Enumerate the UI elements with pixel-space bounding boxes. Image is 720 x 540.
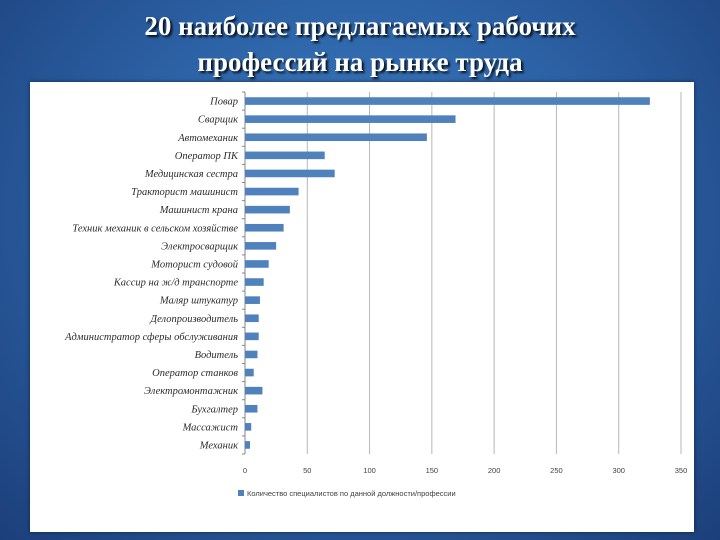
category-label: Делопроизводитель — [149, 314, 238, 325]
slide-title-line-2: профессий на рынке труда — [197, 47, 523, 77]
category-label: Моторист судовой — [150, 259, 238, 270]
slide-title-line-1: 20 наиболее предлагаемых рабочих — [144, 11, 576, 41]
chart-card: Повар Сварщик Автомеханик Оператор ПК Медици… — [30, 82, 694, 532]
bar — [245, 205, 290, 214]
bar — [245, 151, 325, 160]
x-tick-label: 350 — [675, 466, 688, 475]
category-label: Тракторист машинист — [131, 187, 238, 198]
category-label: Маляр штукатур — [159, 296, 238, 307]
legend-swatch — [238, 490, 244, 496]
bar — [245, 423, 252, 431]
x-tick-label: 250 — [550, 466, 563, 475]
category-label: Кассир на ж/д транспорте — [113, 278, 239, 289]
bar — [245, 368, 254, 377]
category-label: Повар — [209, 97, 238, 108]
x-tick-label: 200 — [488, 466, 501, 475]
x-tick-label: 100 — [363, 466, 376, 475]
category-label: Оператор станков — [152, 368, 238, 379]
category-label: Администратор сферы обслуживания — [64, 332, 238, 343]
gridlines — [242, 91, 682, 455]
category-label: Водитель — [195, 350, 239, 361]
bar — [245, 296, 260, 304]
category-label: Машинист крана — [159, 205, 238, 216]
x-tick-label: 300 — [612, 466, 625, 475]
bar — [245, 314, 259, 323]
bar — [245, 404, 258, 413]
category-label: Автомеханик — [177, 133, 238, 144]
category-label: Электросварщик — [161, 241, 238, 252]
bar — [245, 97, 650, 105]
bar — [245, 187, 299, 196]
slide-title: 20 наиболее предлагаемых рабочих професс… — [0, 8, 720, 80]
bar — [245, 278, 264, 286]
x-tick-label: 150 — [426, 466, 439, 475]
bar — [245, 115, 456, 123]
category-label: Массажист — [182, 422, 239, 433]
category-label: Медицинская сестра — [144, 169, 238, 180]
legend: Количество специалистов по данной должно… — [238, 489, 456, 498]
bar — [245, 169, 335, 178]
bars — [245, 97, 650, 449]
bar — [245, 260, 269, 268]
bar — [245, 441, 250, 449]
bar — [245, 386, 263, 395]
x-tick-label: 0 — [243, 466, 247, 475]
x-axis-ticks: 0 50 100 150 200 250 300 350 — [243, 466, 687, 475]
bar-chart: Повар Сварщик Автомеханик Оператор ПК Медици… — [64, 91, 687, 498]
category-label: Техник механик в сельском хозяйстве — [72, 223, 238, 234]
bar — [245, 332, 259, 341]
category-label: Механик — [199, 440, 238, 451]
bar — [245, 350, 258, 359]
category-label: Бухгалтер — [190, 404, 238, 415]
category-label: Сварщик — [198, 115, 238, 126]
category-labels: Повар Сварщик Автомеханик Оператор ПК Медици… — [64, 97, 239, 452]
category-label: Оператор ПК — [175, 151, 239, 162]
bar — [245, 223, 284, 232]
bar — [245, 133, 427, 142]
x-tick-label: 50 — [303, 466, 311, 475]
category-label: Электромонтажник — [144, 386, 238, 397]
legend-label: Количество специалистов по данной должно… — [247, 489, 456, 498]
bar — [245, 242, 277, 250]
